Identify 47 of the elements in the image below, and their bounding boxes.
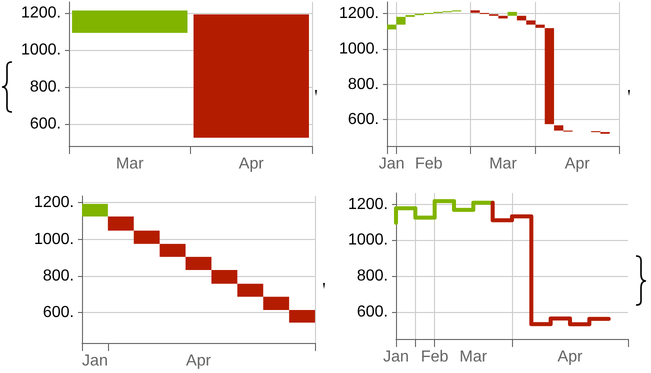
bar	[82, 204, 108, 217]
x-tick-label: Apr	[558, 348, 584, 366]
bar	[396, 16, 406, 25]
x-tick-label: Apr	[238, 156, 264, 172]
y-tick-label: 600.	[348, 111, 379, 128]
bar	[186, 256, 212, 270]
bar	[554, 125, 564, 131]
bar	[387, 24, 396, 30]
x-tick-label: Mar	[116, 156, 144, 172]
y-tick-label: 800.	[348, 76, 379, 93]
y-tick-label: 800.	[30, 78, 61, 96]
y-tick-label: 1000.	[20, 42, 61, 58]
x-tick-label: Mar	[489, 156, 518, 172]
x-tick-label: Feb	[414, 156, 443, 172]
x-tick-label: Apr	[564, 156, 590, 172]
bar	[535, 24, 545, 28]
x-tick-label: Jan	[378, 156, 405, 172]
x-tick-label: Jan	[383, 348, 409, 366]
bar	[470, 10, 480, 13]
bar	[508, 12, 517, 16]
y-tick-label: 600.	[30, 115, 61, 132]
y-tick-label: 800.	[356, 268, 388, 285]
bar	[134, 230, 160, 244]
y-tick-label: 1000.	[338, 40, 379, 58]
y-tick-label: 1000.	[348, 232, 388, 249]
y-tick-label: 1200.	[348, 196, 388, 213]
y-tick-label: 1000.	[34, 230, 74, 248]
bar	[526, 20, 536, 25]
y-tick-label: 1200.	[338, 5, 379, 22]
y-tick-label: 600.	[42, 304, 74, 322]
y-tick-label: 800.	[42, 268, 74, 285]
bar	[498, 16, 508, 18]
bar	[237, 284, 264, 297]
bar	[263, 296, 290, 310]
bar	[211, 270, 238, 284]
y-tick-label: 1200.	[20, 4, 61, 22]
bar	[160, 244, 186, 257]
x-tick-label: Apr	[186, 352, 212, 370]
y-tick-label: 600.	[356, 304, 388, 321]
bar	[108, 216, 134, 231]
bar	[544, 28, 554, 124]
x-tick-label: Feb	[420, 348, 449, 366]
x-tick-label: Mar	[460, 348, 488, 366]
x-tick-label: Jan	[82, 352, 108, 370]
bar	[516, 16, 526, 20]
y-tick-label: 1200.	[34, 194, 74, 212]
bar	[289, 310, 315, 323]
